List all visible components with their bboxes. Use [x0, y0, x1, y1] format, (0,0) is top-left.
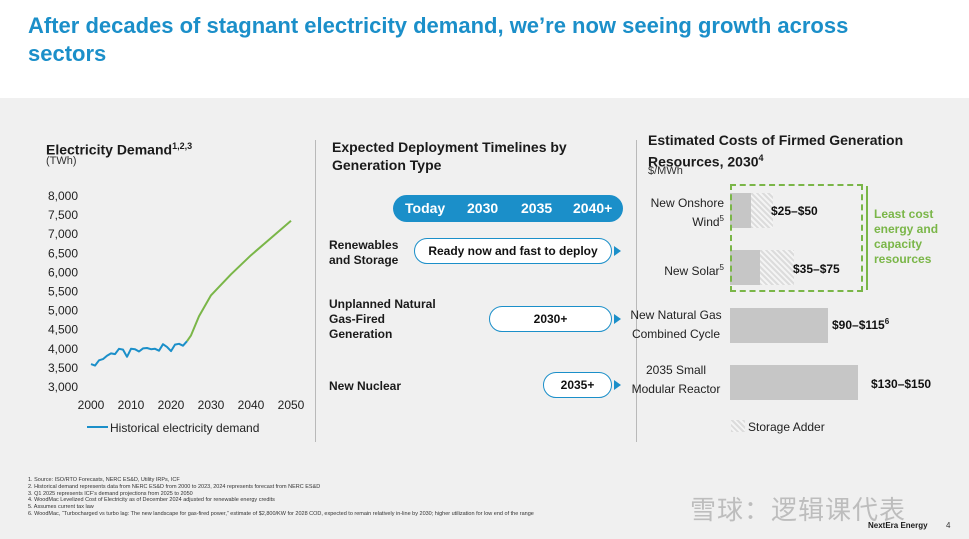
y-tick-label: 7,500 [48, 208, 78, 222]
row-label-renewables: Renewables and Storage [329, 238, 399, 267]
timeline-today: Today [405, 200, 446, 216]
y-tick-label: 5,000 [48, 304, 78, 318]
storage-adder-swatch [731, 420, 745, 432]
cost-label-solar: New Solar5 [664, 263, 724, 278]
footnote-3: 3. Q1 2025 represents ICF’s demand proje… [28, 490, 193, 497]
series-line-projected [186, 220, 292, 342]
brand-logo-text: NextEra Energy [868, 521, 928, 530]
demand-chart-unit: (TWh) [46, 155, 77, 167]
cost-chart-unit: $/MWh [648, 165, 683, 177]
divider-left [315, 140, 316, 442]
divider-right [636, 140, 637, 442]
row-label-gas: Unplanned Natural Gas-Fired Generation [329, 297, 436, 341]
cost-value-smr: $130–$150 [871, 377, 932, 391]
timeline-title: Expected Deployment Timelines by Generat… [332, 139, 567, 173]
timeline-2030: 2030 [467, 200, 499, 216]
slide-headline: After decades of stagnant electricity de… [28, 13, 849, 66]
series-line-historical [90, 340, 188, 367]
footnote-6: 6. WoodMac, “Turbocharged vs turbo lag: … [28, 510, 534, 517]
slide-header: After decades of stagnant electricity de… [0, 0, 969, 98]
cost-value-gas: $90–$1156 [832, 317, 890, 332]
watermark: 雪球：逻辑课代表 [690, 495, 907, 525]
page-number: 4 [946, 521, 951, 530]
timeline-2035: 2035 [521, 200, 553, 216]
footnotes: 1. Source: ISO/RTO Forecasts, NERC ES&D,… [28, 477, 788, 518]
cost-value-solar: $35–$75 [793, 262, 840, 276]
y-tick-label: 7,000 [48, 227, 78, 241]
y-tick-label: 4,500 [48, 323, 78, 337]
y-tick-label: 8,000 [48, 189, 78, 203]
x-tick-label: 2010 [118, 398, 145, 412]
y-tick-label: 6,000 [48, 265, 78, 279]
cost-bar-base [730, 308, 828, 343]
x-tick-label: 2000 [78, 398, 105, 412]
least-cost-highlight-box [730, 184, 863, 292]
y-tick-label: 3,000 [48, 380, 78, 394]
cost-bar-base [730, 250, 760, 285]
x-tick-label: 2040 [238, 398, 265, 412]
cost-label-wind: New Onshore Wind5 [650, 196, 724, 229]
x-tick-label: 2030 [198, 398, 225, 412]
least-cost-note: Least cost energy and capacity resources [874, 207, 939, 266]
x-tick-label: 2020 [158, 398, 185, 412]
timeline-2040-plus: 2040+ [573, 200, 613, 216]
cost-label-smr: 2035 Small Modular Reactor [631, 363, 721, 396]
pill-renewables: Ready now and fast to deploy [414, 238, 612, 264]
footnote-2: 2. Historical demand represents data fro… [28, 483, 321, 490]
least-cost-bracket [866, 186, 868, 290]
cost-value-wind: $25–$50 [771, 204, 818, 218]
cost-bar-base [730, 365, 858, 400]
timeline-bar [393, 195, 623, 222]
arrow-gas-icon [614, 314, 621, 324]
footnote-1: 1. Source: ISO/RTO Forecasts, NERC ES&D,… [28, 477, 180, 483]
row-label-nuclear: New Nuclear [329, 379, 402, 393]
arrow-renewables-icon [614, 246, 621, 256]
cost-bar-base [730, 193, 752, 228]
cost-bar-storage-adder [759, 250, 794, 285]
y-tick-label: 3,500 [48, 361, 78, 375]
demand-chart-title: Electricity Demand1,2,3 [46, 141, 193, 158]
footnote-5: 5. Assumes current tax law [28, 504, 94, 511]
y-tick-label: 4,000 [48, 342, 78, 356]
arrow-nuclear-icon [614, 380, 621, 390]
storage-adder-legend: Storage Adder [748, 420, 825, 434]
legend-label: Historical electricity demand [110, 421, 259, 435]
cost-label-gas: New Natural Gas Combined Cycle [630, 308, 722, 341]
cost-bar-storage-adder [751, 193, 773, 228]
x-tick-label: 2050 [278, 398, 305, 412]
pill-nuclear: 2035+ [543, 372, 612, 398]
cost-chart-title: Estimated Costs of Firmed Generation Res… [648, 132, 904, 170]
footnote-4: 4. WoodMac Levelized Cost of Electricity… [28, 497, 275, 504]
pill-gas: 2030+ [489, 306, 612, 332]
y-tick-label: 5,500 [48, 285, 78, 299]
y-tick-label: 6,500 [48, 246, 78, 260]
